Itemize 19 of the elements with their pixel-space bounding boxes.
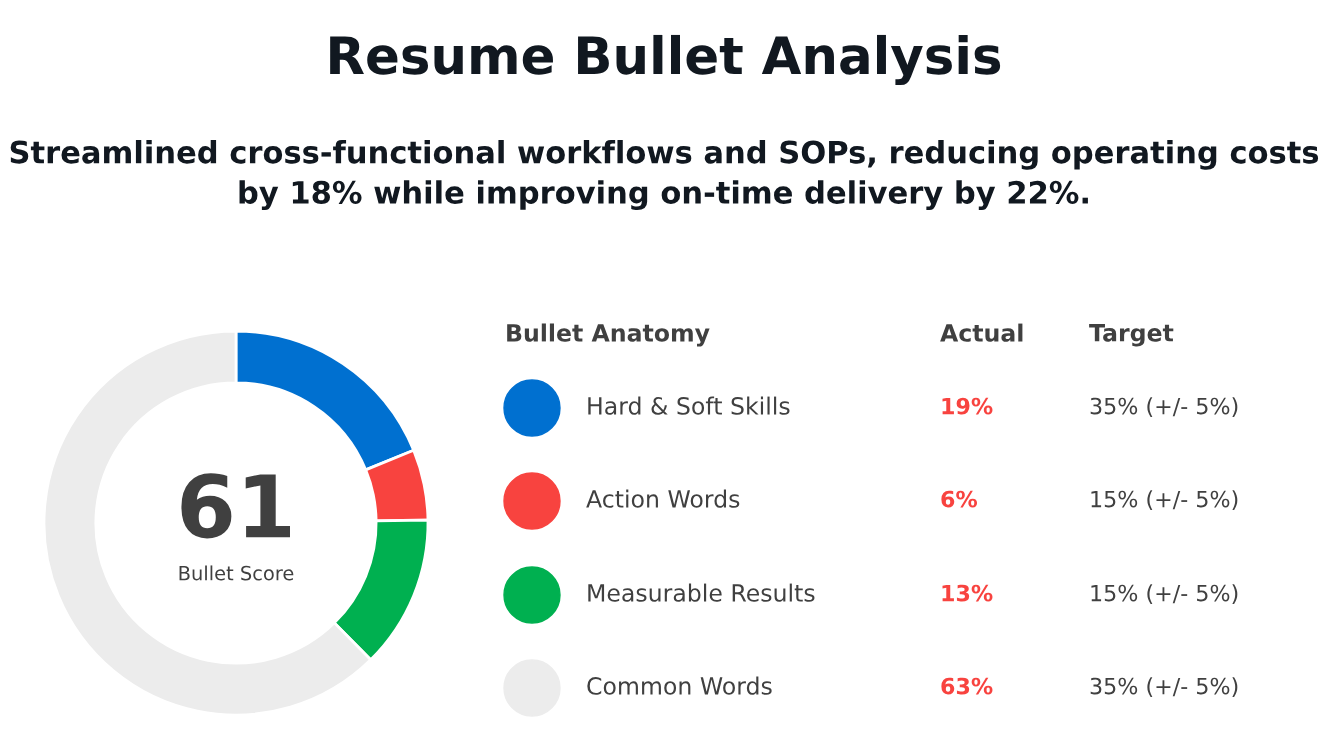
legend-label: Action Words <box>586 489 740 508</box>
text: 35% (+/- 5%) <box>1090 397 1238 418</box>
text: 35% (+/- 5%) <box>1090 677 1238 698</box>
text: 61 <box>181 473 290 539</box>
legend-title: Bullet Anatomy <box>507 323 710 347</box>
data-label: 63% <box>941 677 993 695</box>
text: Actual <box>940 323 1023 342</box>
text: 15% (+/- 5%) <box>1091 584 1238 605</box>
data-label: 6% <box>941 490 978 508</box>
legend-label: Measurable Results <box>588 583 815 602</box>
chart-subtitle: Streamlined cross-functional workflows and SOPs, reducing operating costs by 18% while improving on-time delivery by 22%. <box>10 140 1319 211</box>
text: Bullet Score <box>179 565 294 581</box>
legend-label: Common Words <box>587 676 772 695</box>
chart-title: Resume Bullet Analysis <box>330 34 1001 86</box>
text: Target <box>1089 324 1174 347</box>
data-label: 19% <box>942 397 993 415</box>
legend-label: Hard & Soft Skills <box>588 396 790 415</box>
data-label: 13% <box>942 584 993 602</box>
text: 15% (+/- 5%) <box>1091 490 1238 511</box>
